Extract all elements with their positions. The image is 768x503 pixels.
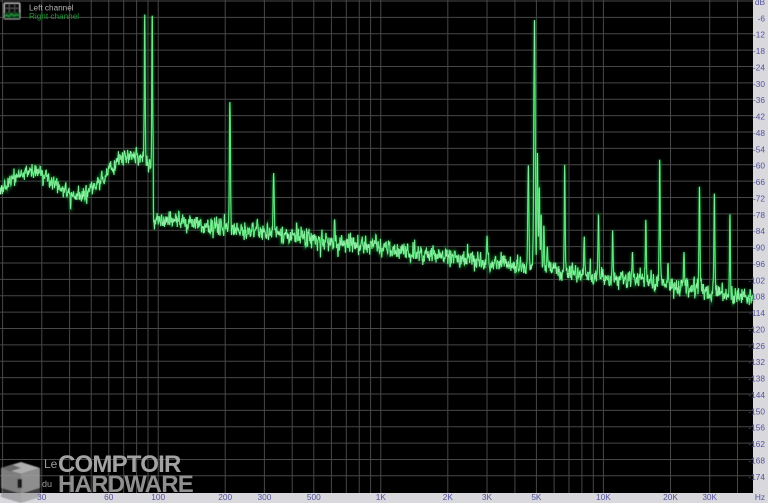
svg-text:3K: 3K [482,492,493,502]
svg-text:dB: dB [755,0,766,7]
svg-text:-36: -36 [753,95,765,105]
svg-text:2K: 2K [443,492,454,502]
svg-text:-114: -114 [749,308,765,318]
svg-text:30K: 30K [702,492,717,502]
svg-text:HARDWARE: HARDWARE [58,471,194,498]
svg-text:-12: -12 [753,30,765,40]
svg-text:1K: 1K [376,492,387,502]
svg-text:-90: -90 [753,243,765,253]
svg-text:-48: -48 [753,128,765,138]
svg-text:-84: -84 [753,226,765,236]
svg-text:-162: -162 [748,439,765,449]
svg-text:-108: -108 [748,292,765,302]
svg-text:-156: -156 [748,423,765,433]
svg-text:-174: -174 [748,472,765,482]
svg-text:-120: -120 [748,325,765,335]
svg-text:-96: -96 [753,259,765,269]
svg-text:Hz: Hz [755,492,765,502]
svg-text:-30: -30 [753,79,765,89]
svg-text:-78: -78 [753,210,765,220]
svg-text:500: 500 [307,492,321,502]
svg-text:-42: -42 [753,112,765,122]
svg-text:-72: -72 [753,194,765,204]
svg-text:-6: -6 [758,13,766,23]
svg-text:-102: -102 [748,275,765,285]
svg-text:Right channel: Right channel [29,12,79,21]
svg-text:20K: 20K [663,492,678,502]
svg-text:Le: Le [44,457,58,471]
svg-text:10K: 10K [596,492,611,502]
svg-text:-132: -132 [748,357,765,367]
svg-text:-138: -138 [748,374,765,384]
svg-text:du: du [42,479,52,489]
svg-text:-60: -60 [753,161,765,171]
svg-text:-150: -150 [748,406,765,416]
svg-text:5K: 5K [531,492,542,502]
svg-text:-144: -144 [748,390,765,400]
svg-text:-168: -168 [748,456,765,466]
svg-text:-126: -126 [748,341,765,351]
svg-text:-18: -18 [753,46,765,56]
svg-text:-54: -54 [753,144,765,154]
svg-text:-24: -24 [753,63,765,73]
svg-text:-66: -66 [753,177,765,187]
